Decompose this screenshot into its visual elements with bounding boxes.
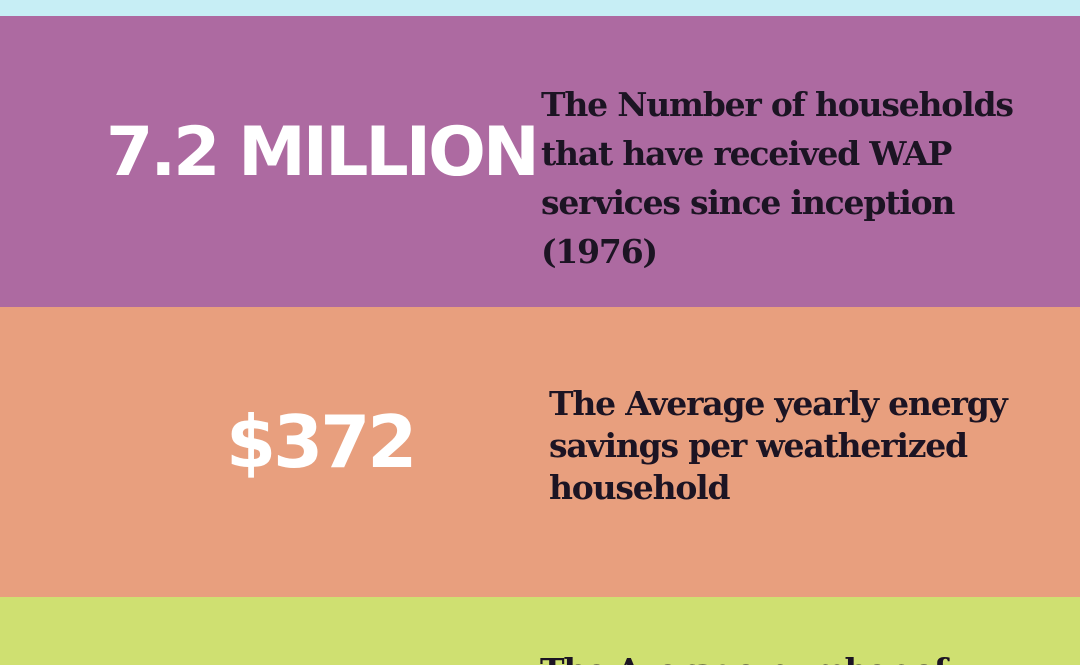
stat-row-partial: The Average number of xyxy=(0,597,1080,665)
stat-description-partial: The Average number of xyxy=(540,650,1060,665)
stat-row-energy-savings: $372 The Average yearly energy savings p… xyxy=(0,307,1080,597)
stat-value-energy-savings: $372 xyxy=(226,400,417,484)
stat-description-energy-savings: The Average yearly energy savings per we… xyxy=(549,384,1008,507)
top-color-band xyxy=(0,0,1080,16)
stat-description-households: The Number of households that have recei… xyxy=(541,85,1014,271)
stat-row-households: 7.2 MILLION The Number of households tha… xyxy=(0,16,1080,307)
stat-value-households: 7.2 MILLION xyxy=(106,113,540,192)
